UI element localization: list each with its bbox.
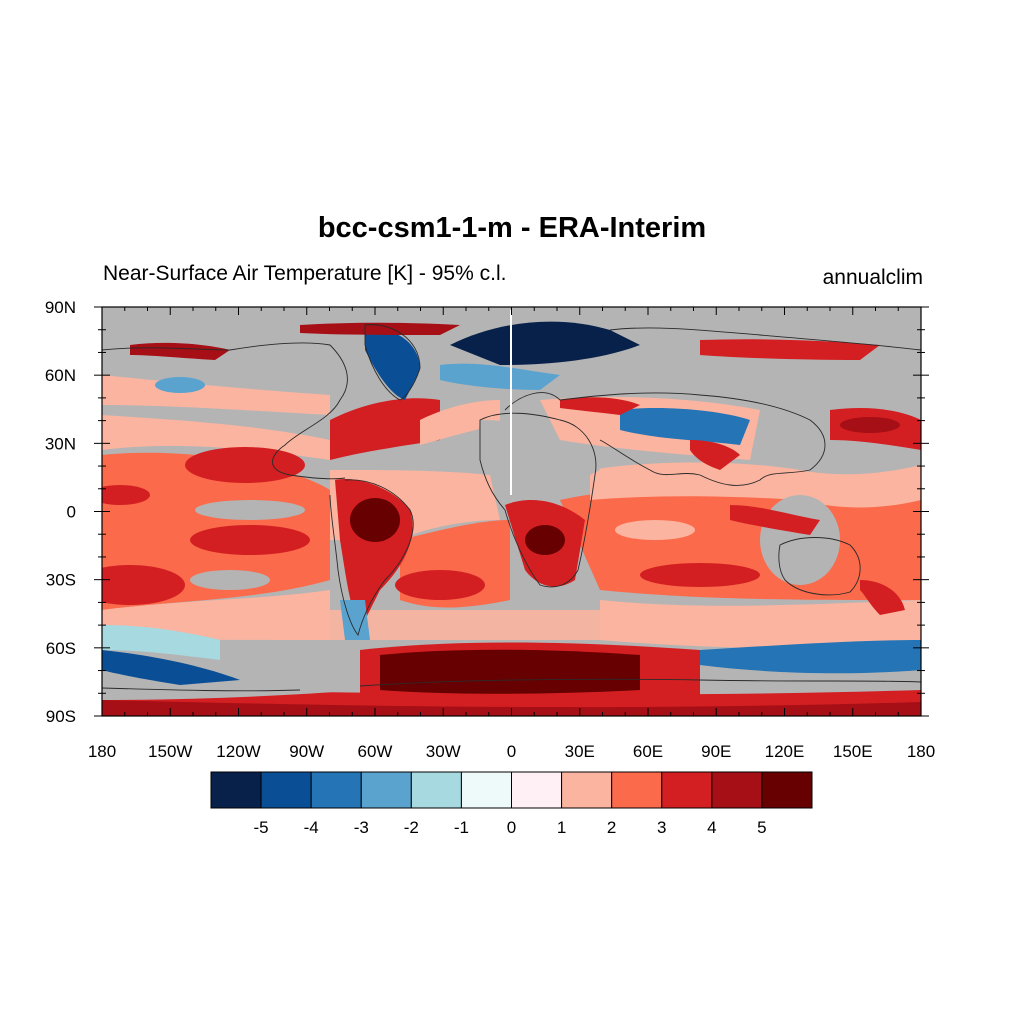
colorbar-label: -5 — [254, 818, 269, 837]
colorbar-label: 0 — [507, 818, 516, 837]
colorbar-box — [410, 771, 462, 809]
lon-tick-label: 150E — [833, 742, 873, 761]
lon-tick-label: 30E — [565, 742, 595, 761]
colorbar-label: -1 — [454, 818, 469, 837]
lon-tick-label: 150W — [148, 742, 192, 761]
lon-tick-label: 180 — [907, 742, 935, 761]
coastlines — [102, 324, 921, 692]
colorbar-box — [460, 771, 512, 809]
colorbar-label: -4 — [304, 818, 319, 837]
lon-tick-label: 30W — [426, 742, 461, 761]
colorbar-box — [611, 771, 663, 809]
lat-tick-label: 90N — [45, 298, 76, 317]
colorbar-box — [210, 771, 262, 809]
lon-tick-label: 120W — [216, 742, 260, 761]
colorbar-box — [661, 771, 713, 809]
axis-ticks: 180 150W 120W 90W 60W 30W 0 30E 60E 90E 120E 150E 18… — [45, 298, 935, 761]
colorbar-label: -2 — [404, 818, 419, 837]
lon-tick-label: 120E — [765, 742, 805, 761]
colorbar-label: 5 — [757, 818, 766, 837]
colorbar-label: 4 — [707, 818, 716, 837]
colorbar-box — [561, 771, 613, 809]
lat-tick-label: 90S — [46, 707, 76, 726]
lon-tick-label: 0 — [507, 742, 516, 761]
plot-title: bcc-csm1-1-m - ERA-Interim — [317, 212, 707, 244]
variable-subtitle: Near-Surface Air Temperature [K] - 95% c… — [103, 262, 507, 285]
colorbar-box — [761, 771, 813, 809]
lon-tick-label: 60W — [358, 742, 393, 761]
colorbar-label: -3 — [354, 818, 369, 837]
lat-tick-label: 0 — [67, 503, 76, 522]
lat-tick-label: 30N — [45, 434, 76, 453]
colorbar-label: 3 — [657, 818, 666, 837]
lat-tick-label: 60S — [46, 639, 76, 658]
map-field — [102, 307, 921, 716]
lat-tick-label: 60N — [45, 366, 76, 385]
colorbar-label: 1 — [557, 818, 566, 837]
lon-tick-label: 90E — [701, 742, 731, 761]
colorbar-box — [360, 771, 412, 809]
colorbar: -5 -4 -3 -2 -1 0 1 2 3 4 5 — [210, 771, 813, 837]
colorbar-box — [511, 771, 563, 809]
colorbar-box — [310, 771, 362, 809]
lat-tick-label: 30S — [46, 571, 76, 590]
colorbar-box — [711, 771, 763, 809]
lon-tick-label: 180 — [88, 742, 116, 761]
lon-tick-label: 60E — [633, 742, 663, 761]
period-subtitle: annualclim — [822, 266, 923, 289]
colorbar-label: 2 — [607, 818, 616, 837]
lon-tick-label: 90W — [289, 742, 324, 761]
colorbar-box — [260, 771, 312, 809]
